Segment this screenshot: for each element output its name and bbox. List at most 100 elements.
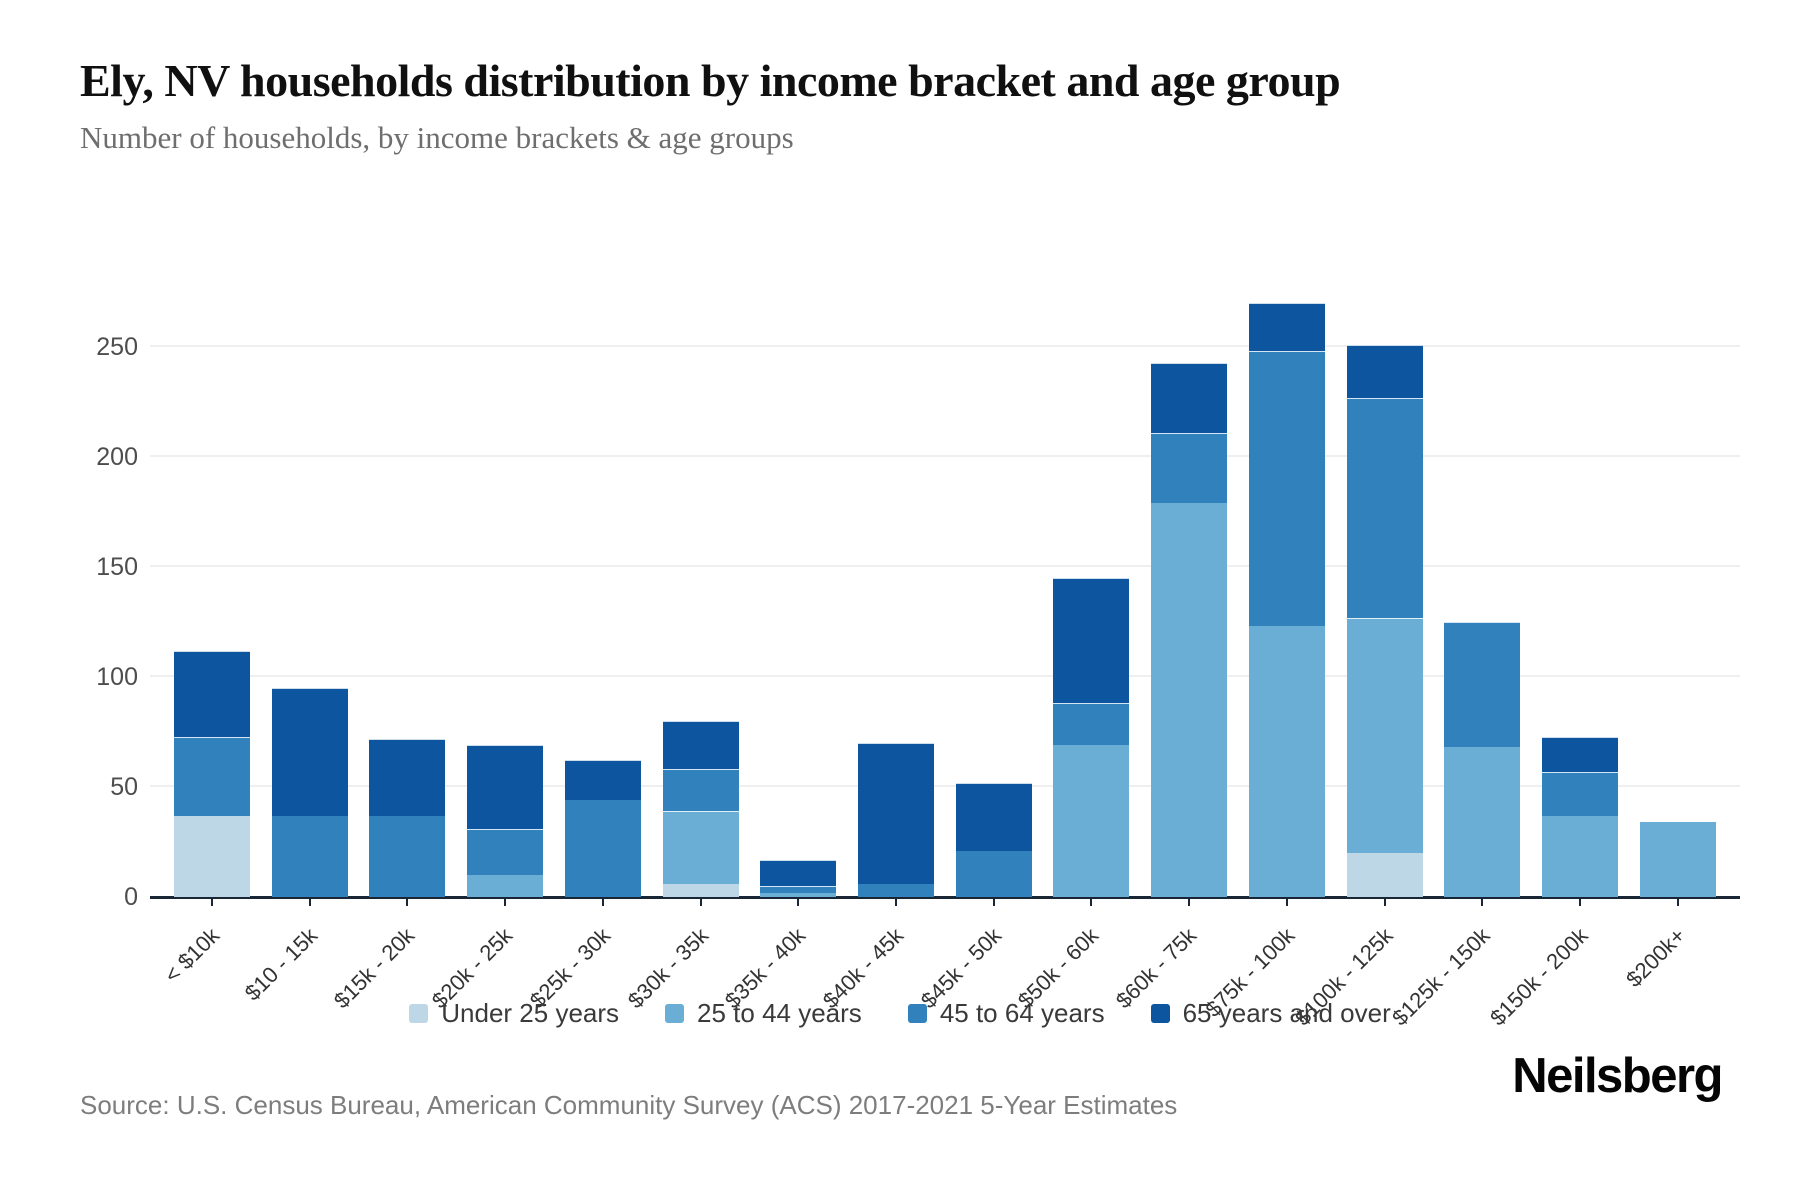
y-tick-label-150: 150 [96,553,138,581]
bar-segment[interactable] [1542,816,1619,897]
bar-segment[interactable] [1346,853,1423,897]
bar-segment[interactable] [760,886,837,893]
x-tick-mark [1579,897,1581,906]
bar-column[interactable] [1346,345,1423,897]
bar-segment[interactable] [1053,578,1130,703]
x-tick-mark [1286,897,1288,906]
y-tick-label-200: 200 [96,443,138,471]
legend-item[interactable]: 45 to 64 years [907,998,1105,1029]
bar-segment[interactable] [467,745,544,829]
x-tick-mark [700,897,702,906]
legend-label: 45 to 64 years [939,998,1105,1028]
bar-column[interactable] [858,743,935,897]
y-tick-label-100: 100 [96,663,138,691]
y-tick-label-0: 0 [124,883,138,911]
legend-item[interactable]: Under 25 years [409,998,619,1029]
legend-item[interactable]: 65 years and over [1150,998,1391,1029]
bar-segment[interactable] [174,651,250,737]
bar-segment[interactable] [1248,303,1325,351]
bar-segment[interactable] [1346,618,1423,853]
bar-segment[interactable] [271,688,348,816]
bar-segment[interactable] [1248,626,1325,897]
bar-segment[interactable] [1151,363,1228,433]
bar-segment[interactable] [467,875,544,897]
bar-segment[interactable] [174,816,250,897]
x-tick-mark [1481,897,1483,906]
bar-segment[interactable] [1346,398,1423,618]
bar-segment[interactable] [760,893,837,897]
bar-column[interactable] [1053,578,1130,897]
bar-segment[interactable] [760,860,837,886]
plot-area [150,237,1740,906]
bar-segment[interactable] [369,739,446,816]
x-tick-label: $10 - 15k [239,922,323,1006]
bar-segment[interactable] [662,884,739,897]
bar-segment[interactable] [271,816,348,897]
x-tick-mark [1090,897,1092,906]
bar-segment[interactable] [1248,351,1325,626]
bar-column[interactable] [467,745,544,897]
x-tick-mark [993,897,995,906]
bar-column[interactable] [1639,822,1716,897]
bar-segment[interactable] [369,816,446,897]
bar-segment[interactable] [1639,822,1716,897]
bar-segment[interactable] [1444,747,1521,897]
x-tick-mark [406,897,408,906]
chart-title: Ely, NV households distribution by incom… [80,55,1341,106]
bar-column[interactable] [174,651,250,897]
y-axis: 0 50 100 150 200 250 [0,237,138,911]
bar-segment[interactable] [1444,622,1521,747]
bar-column[interactable] [1444,622,1521,897]
bar-segment[interactable] [1151,433,1228,503]
bar-column[interactable] [1248,303,1325,897]
x-tick-mark [1188,897,1190,906]
bar-column[interactable] [564,760,641,897]
legend-label: 25 to 44 years [697,998,862,1028]
bar-segment[interactable] [467,829,544,875]
bar-column[interactable] [1542,737,1619,897]
gridline-100 [150,675,1740,677]
legend-swatch [907,1004,927,1023]
bar-column[interactable] [662,721,739,897]
x-tick-mark [1384,897,1386,906]
bar-column[interactable] [760,860,837,897]
bar-column[interactable] [955,783,1032,897]
bar-segment[interactable] [1053,745,1130,897]
bar-segment[interactable] [955,851,1032,897]
bar-segment[interactable] [662,721,739,769]
bar-segment[interactable] [955,783,1032,851]
bars-container [150,237,1740,897]
x-tick-mark [1677,897,1679,906]
x-tick-mark [211,897,213,906]
legend-label: Under 25 years [441,998,620,1028]
gridline-150 [150,565,1740,567]
chart-subtitle: Number of households, by income brackets… [80,120,794,155]
bar-column[interactable] [369,739,446,897]
bar-segment[interactable] [564,760,641,800]
gridline-50 [150,785,1740,787]
bar-segment[interactable] [1542,737,1619,772]
bar-segment[interactable] [1346,345,1423,398]
bar-segment[interactable] [1542,772,1619,816]
bar-segment[interactable] [662,769,739,811]
bar-segment[interactable] [662,811,739,884]
x-tick-mark [895,897,897,906]
legend-swatch [665,1004,685,1023]
legend-item[interactable]: 25 to 44 years [665,998,862,1029]
bar-column[interactable] [1151,363,1228,897]
x-tick-label: $200k+ [1621,922,1691,992]
legend-swatch [409,1004,429,1023]
bar-segment[interactable] [174,737,250,816]
x-tick-label: < $10k [159,922,225,988]
y-tick-label-50: 50 [110,773,138,801]
bar-segment[interactable] [858,884,935,897]
x-tick-mark [309,897,311,906]
bar-column[interactable] [271,688,348,897]
bar-segment[interactable] [1151,503,1228,897]
x-tick-mark [504,897,506,906]
bar-segment[interactable] [564,800,641,897]
bar-segment[interactable] [1053,703,1130,745]
gridline-200 [150,455,1740,457]
bar-segment[interactable] [858,743,935,884]
source-note: Source: U.S. Census Bureau, American Com… [80,1090,1178,1120]
